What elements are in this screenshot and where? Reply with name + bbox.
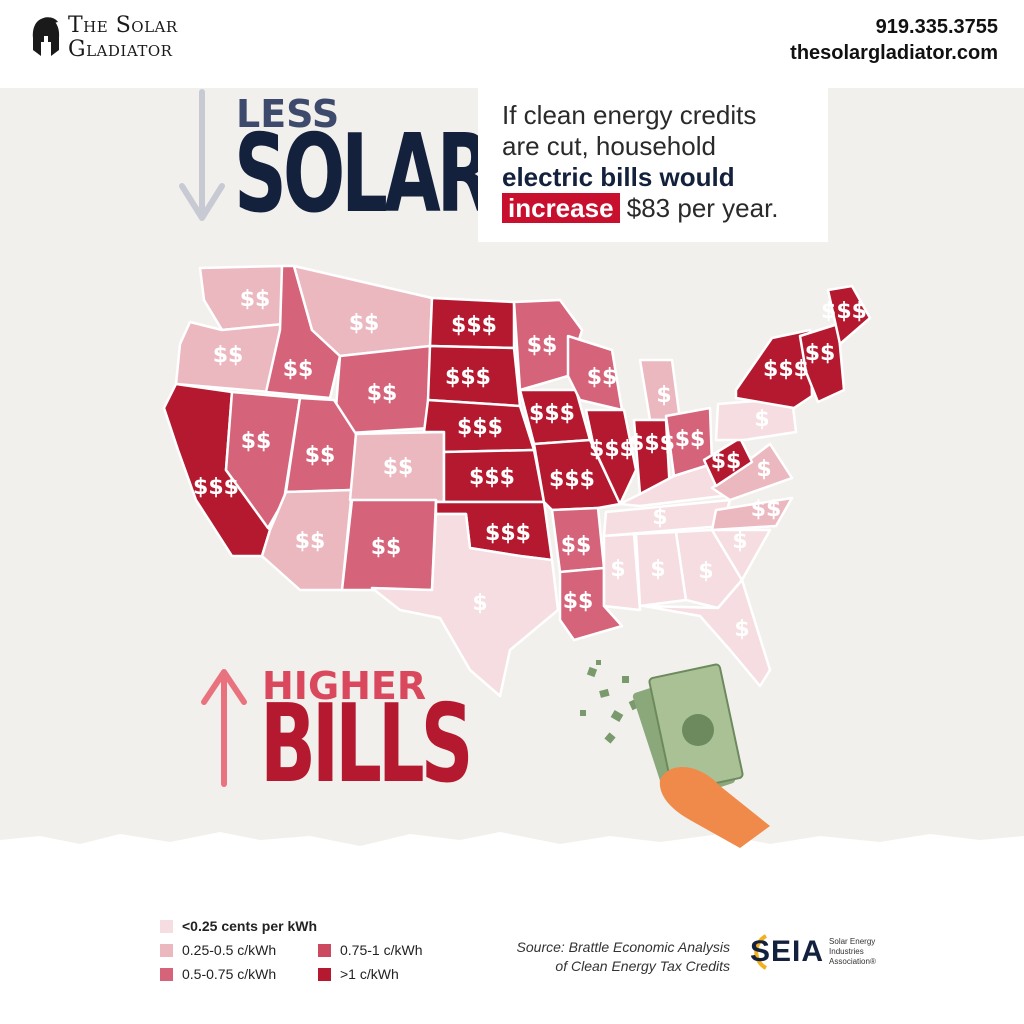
state-wv — [702, 436, 754, 488]
legend-item-2: 0.25-0.5 c/kWh — [182, 942, 276, 958]
spartan-helmet-icon — [32, 17, 60, 56]
symbol-mn: $$ — [527, 333, 558, 358]
legend-swatches — [160, 920, 331, 981]
symbol-va: $ — [756, 457, 771, 482]
legend-item-3: 0.5-0.75 c/kWh — [182, 966, 276, 982]
symbol-ms: $ — [610, 557, 625, 582]
symbol-id: $$ — [283, 357, 314, 382]
symbol-mo: $$$ — [549, 467, 595, 492]
symbol-ga: $ — [698, 559, 713, 584]
seia-sub2: Industries — [829, 947, 864, 956]
symbol-ne: $$$ — [457, 415, 503, 440]
symbol-ne-cluster: $$ — [805, 341, 836, 366]
state-fl — [642, 578, 772, 688]
torn-paper-footer — [0, 832, 1024, 1024]
callout-highlight: increase — [502, 193, 620, 223]
state-wi — [566, 334, 624, 412]
symbol-co: $$ — [383, 455, 414, 480]
symbol-ny: $$$ — [763, 357, 809, 382]
symbol-nd: $$$ — [451, 313, 497, 338]
symbol-wa: $$ — [240, 287, 271, 312]
callout-rest: $83 per year. — [619, 193, 779, 223]
symbol-al: $ — [650, 557, 665, 582]
brand-logo[interactable]: The Solar Gladiator — [30, 14, 178, 62]
seia-word: SEIA — [750, 935, 825, 968]
symbol-mi: $ — [656, 383, 671, 408]
source-citation: Source: Brattle Economic Analysis of Cle… — [470, 938, 730, 976]
state-me — [826, 284, 872, 346]
symbol-ok: $$$ — [485, 521, 531, 546]
seia-sub3: Association® — [829, 957, 876, 966]
symbol-me: $$$ — [821, 299, 867, 324]
state-il — [584, 408, 638, 506]
symbol-nv: $$ — [241, 429, 272, 454]
headline-less: LESS — [236, 92, 340, 136]
symbol-tx: $ — [472, 591, 487, 616]
state-nc — [710, 496, 794, 532]
state-tx — [370, 512, 560, 698]
legend-item-1: <0.25 cents per kWh — [182, 918, 317, 934]
brand-line1: The Solar — [68, 13, 178, 38]
callout-box: If clean energy credits are cut, househo… — [478, 80, 828, 242]
symbol-ks: $$$ — [469, 465, 515, 490]
headline-solar: SOLAR — [234, 112, 493, 237]
brand-line2: Gladiator — [68, 37, 173, 62]
symbol-az: $$ — [295, 529, 326, 554]
state-ms — [602, 532, 642, 612]
source-line2: of Clean Energy Tax Credits — [555, 958, 730, 974]
symbol-mt: $$ — [349, 311, 380, 336]
money-hand-illustration — [580, 660, 770, 848]
legend-label-3: 0.5-0.75 c/kWh — [182, 966, 277, 982]
symbol-in: $$$ — [629, 431, 675, 456]
symbol-ar: $$ — [561, 533, 592, 558]
legend-label-1: <0.25 cents per kWh — [182, 918, 318, 934]
seia-logo: SEIA Solar Energy Industries Association… — [742, 932, 899, 972]
phone-number[interactable]: 919.335.3755 — [875, 16, 998, 38]
symbol-tn: $ — [652, 505, 667, 530]
state-ne-cluster — [798, 322, 846, 404]
headline-higher: HIGHER — [262, 664, 427, 708]
state-sc — [710, 528, 772, 582]
symbol-nc: $$ — [751, 497, 782, 522]
symbol-or: $$ — [213, 343, 244, 368]
symbol-oh: $$ — [675, 427, 706, 452]
symbol-il: $$$ — [589, 437, 635, 462]
header-bar — [0, 0, 1024, 88]
symbol-la: $$ — [563, 589, 594, 614]
symbol-ia: $$$ — [529, 401, 575, 426]
symbol-ut: $$ — [305, 443, 336, 468]
symbol-fl: $ — [734, 617, 749, 642]
callout-line3: electric bills would — [502, 162, 735, 192]
legend-label-4: 0.75-1 c/kWh — [340, 942, 423, 958]
contact-info: 919.335.3755 thesolargladiator.com — [790, 14, 998, 66]
symbol-ca: $$$ — [193, 475, 239, 500]
state-ny — [734, 328, 814, 410]
callout-line2: are cut, household — [502, 131, 716, 161]
legend-label-2: 0.25-0.5 c/kWh — [182, 942, 277, 958]
legend-item-5: >1 c/kWh — [340, 966, 399, 982]
symbol-sc: $ — [732, 529, 747, 554]
up-arrow-icon — [201, 669, 247, 787]
symbol-pa: $ — [754, 407, 769, 432]
legend-label-5: >1 c/kWh — [340, 966, 399, 982]
source-line1: Source: Brattle Economic Analysis — [516, 939, 730, 955]
headline-bills: BILLS — [260, 682, 473, 807]
symbol-sd: $$$ — [445, 365, 491, 390]
legend-item-4: 0.75-1 c/kWh — [340, 942, 422, 958]
symbol-wi: $$ — [587, 365, 618, 390]
seia-sub1: Solar Energy — [829, 937, 876, 946]
sun-arc-icon — [754, 934, 768, 970]
website-link[interactable]: thesolargladiator.com — [790, 42, 998, 64]
symbol-wv: $$ — [711, 449, 742, 474]
symbol-nm: $$ — [371, 535, 402, 560]
callout-line1: If clean energy credits — [502, 100, 757, 130]
symbol-wy: $$ — [367, 381, 398, 406]
down-arrow-icon — [179, 89, 225, 221]
